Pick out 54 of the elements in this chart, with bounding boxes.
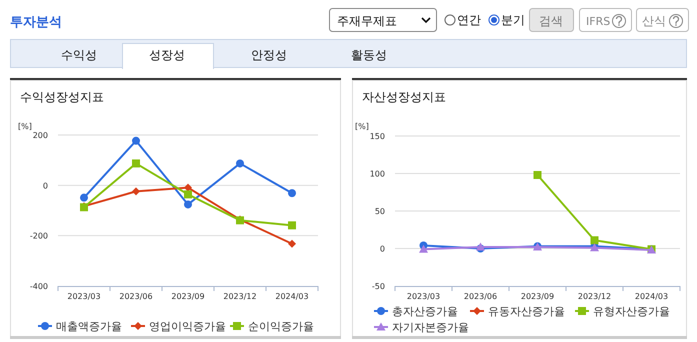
- text: 성장성: [149, 48, 185, 62]
- text: 분기: [501, 13, 525, 27]
- point: [132, 159, 140, 168]
- text: 수익성: [61, 48, 97, 62]
- x-tick-label: 2023/03: [406, 292, 440, 301]
- y-axis-title: [%]: [18, 122, 32, 131]
- legend-label: 자기자본증가율: [392, 321, 469, 334]
- chart-title: 자산성장성지표: [362, 90, 446, 104]
- text: 투자분석: [10, 15, 62, 30]
- x-tick-label: 2023/09: [171, 292, 205, 301]
- y-tick-label: -50: [372, 282, 385, 291]
- y-tick-label: 0: [42, 181, 48, 190]
- point: [236, 159, 244, 168]
- y-tick-label: -200: [30, 232, 48, 241]
- x-tick-label: 2023/09: [520, 292, 554, 301]
- legend-label: 순이익증가율: [248, 320, 314, 333]
- point: [184, 200, 192, 208]
- legend-label: 유형자산증가율: [593, 305, 670, 318]
- y-tick-label: 50: [374, 207, 385, 216]
- text: IFRS: [586, 15, 610, 28]
- point: [80, 194, 88, 202]
- point: [590, 236, 598, 244]
- legend-label: 매출액증가율: [56, 320, 122, 333]
- x-tick-label: 2023/06: [464, 292, 498, 301]
- point: [132, 136, 140, 145]
- point: [184, 190, 192, 198]
- point: [288, 240, 296, 248]
- y-axis-title: [%]: [355, 122, 369, 131]
- chart-title: 수익성장성지표: [20, 90, 104, 104]
- point: [288, 189, 296, 198]
- x-tick-label: 2023/12: [223, 292, 257, 301]
- text: 산식: [642, 14, 666, 28]
- text: 안정성: [251, 48, 287, 62]
- x-tick-label: 2023/03: [67, 292, 101, 301]
- text: 활동성: [351, 48, 387, 62]
- y-tick-label: 0: [380, 244, 385, 254]
- text: 연간: [457, 13, 481, 27]
- x-tick-label: 2024/03: [275, 292, 309, 301]
- point: [288, 221, 296, 230]
- legend-label: 유동자산증가율: [488, 305, 565, 318]
- y-tick-label: 100: [370, 170, 385, 178]
- point: [534, 171, 542, 179]
- x-tick-label: 2024/03: [634, 292, 668, 301]
- text: 주재무제표: [337, 14, 397, 28]
- text: 검색: [539, 14, 563, 28]
- x-tick-label: 2023/12: [578, 292, 612, 301]
- point: [132, 187, 140, 196]
- legend-label: 총자산증가율: [392, 305, 458, 318]
- y-tick-label: 200: [32, 131, 48, 140]
- point: [419, 244, 428, 253]
- legend-label: 영업이익증가율: [149, 320, 226, 333]
- y-tick-label: 150: [370, 132, 385, 141]
- x-tick-label: 2023/06: [119, 292, 153, 301]
- y-tick-label: -400: [30, 282, 48, 291]
